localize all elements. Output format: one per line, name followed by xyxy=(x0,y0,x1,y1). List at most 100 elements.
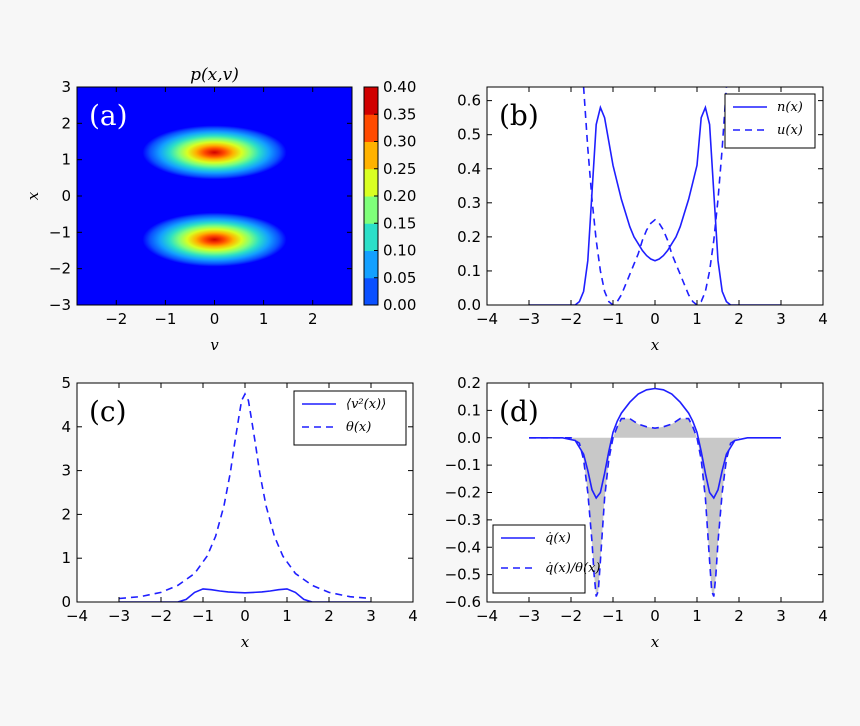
y-tick-label: −2 xyxy=(49,260,71,278)
panel-b: −4 −3 −2 −1 0 1 2 3 4 0.0 0.1 0.2 0.3 0.4 0.5 0.6 (b) x n(… xyxy=(457,86,828,354)
density-peak xyxy=(142,212,287,267)
colorbar-segment xyxy=(364,277,378,306)
series-line-1 xyxy=(529,387,781,500)
x-tick-label: 0 xyxy=(240,607,250,625)
y-tick-label: 0.0 xyxy=(457,429,481,447)
x-tick-label: 2 xyxy=(324,607,334,625)
panel-label: (b) xyxy=(499,99,539,132)
legend-box xyxy=(293,390,407,446)
x-tick-label: −3 xyxy=(518,607,540,625)
colorbar-segment xyxy=(364,168,378,197)
y-tick-label: 1 xyxy=(61,549,71,567)
x-tick-label: 0 xyxy=(650,607,660,625)
y-tick-label: 0 xyxy=(61,593,71,611)
x-tick-label: 4 xyxy=(408,607,418,625)
colorbar-segment xyxy=(364,250,378,279)
y-tick-label: 2 xyxy=(61,505,71,523)
y-tick-label: 3 xyxy=(61,462,71,480)
x-tick-label: −1 xyxy=(154,310,176,328)
x-tick-label: 1 xyxy=(259,310,269,328)
legend-box xyxy=(492,524,586,594)
y-tick-label: 0.2 xyxy=(457,374,481,392)
y-tick-label: 0.5 xyxy=(457,126,481,144)
y-tick-label: 0.1 xyxy=(457,401,481,419)
x-tick-label: 2 xyxy=(308,310,318,328)
panel-d: −4 −3 −2 −1 0 1 2 3 4 −0.6 −0.5 −0.4 −0.3 −0.2 −0.1 0.0… xyxy=(445,374,828,651)
x-tick-label: 4 xyxy=(818,607,828,625)
legend: ⟨v²(x)⟩ θ(x) xyxy=(293,390,407,446)
x-tick-label: −2 xyxy=(105,310,127,328)
panel-label: (c) xyxy=(89,395,127,428)
legend-label: n(x) xyxy=(777,100,803,115)
colorbar-tick-label: 0.30 xyxy=(383,133,416,151)
x-tick-label: −2 xyxy=(560,607,582,625)
colorbar-tick-label: 0.10 xyxy=(383,242,416,260)
y-tick-label: 0.6 xyxy=(457,92,481,110)
series-line-1 xyxy=(119,588,371,602)
plot-group xyxy=(529,87,781,305)
y-tick-label: 5 xyxy=(61,374,71,392)
y-tick-label: 4 xyxy=(61,418,71,436)
y-tick-label: 1 xyxy=(61,151,71,169)
x-tick-label: 4 xyxy=(818,310,828,328)
y-tick-label: −0.6 xyxy=(445,593,481,611)
series-line-1 xyxy=(529,104,781,305)
x-tick-label: −4 xyxy=(66,607,88,625)
y-tick-label: 0.3 xyxy=(457,194,481,212)
legend-label: θ(x) xyxy=(346,420,371,435)
x-tick-label: −1 xyxy=(602,310,624,328)
y-tick-label: −0.1 xyxy=(445,456,481,474)
x-tick-label: 3 xyxy=(366,607,376,625)
y-tick-label: 0.0 xyxy=(457,296,481,314)
y-tick-label: 2 xyxy=(61,114,71,132)
colorbar-tick-label: 0.20 xyxy=(383,187,416,205)
plot-group xyxy=(529,387,781,597)
colorbar-segment xyxy=(364,114,378,142)
x-tick-label: 0 xyxy=(210,310,220,328)
colorbar-segment xyxy=(364,87,378,115)
y-tick-label: 0 xyxy=(61,187,71,205)
x-tick-label: −3 xyxy=(518,310,540,328)
x-tick-label: 2 xyxy=(734,310,744,328)
colorbar-segment xyxy=(364,223,378,251)
x-tick-label: 3 xyxy=(776,607,786,625)
x-tick-label: 2 xyxy=(734,607,744,625)
legend-box xyxy=(724,93,816,149)
y-axis-label: x xyxy=(24,191,42,200)
y-tick-label: −0.5 xyxy=(445,566,481,584)
colorbar-tick-label: 0.35 xyxy=(383,105,416,123)
x-tick-label: −4 xyxy=(476,310,498,328)
legend-label: q̇(x)/θ(x) xyxy=(545,561,600,576)
density-peak xyxy=(142,125,287,180)
x-tick-label: 0 xyxy=(650,310,660,328)
legend: q̇(x) q̇(x)/θ(x) xyxy=(492,524,600,594)
series-line-2 xyxy=(118,392,372,600)
y-tick-label: −0.3 xyxy=(445,511,481,529)
panel-c: −4 −3 −2 −1 0 1 2 3 4 0 1 2 3 4 5 (c) x ⟨v²(x)⟩ θ(x) xyxy=(61,374,417,651)
x-axis-label: x xyxy=(651,633,660,651)
colorbar-tick-label: 0.05 xyxy=(383,269,416,287)
y-tick-label: −0.4 xyxy=(445,538,481,556)
colorbar-tick-label: 0.40 xyxy=(383,78,416,96)
y-tick-label: 3 xyxy=(61,78,71,96)
colorbar-tick-label: 0.25 xyxy=(383,160,416,178)
plot-group xyxy=(118,392,372,602)
x-tick-label: −3 xyxy=(108,607,130,625)
colorbar-segment xyxy=(364,141,378,170)
x-tick-label: −2 xyxy=(150,607,172,625)
x-tick-label: −4 xyxy=(476,607,498,625)
x-axis-label: v xyxy=(210,336,219,354)
legend-label: u(x) xyxy=(777,123,803,138)
legend-label: q̇(x) xyxy=(545,531,571,546)
y-tick-label: 0.1 xyxy=(457,262,481,280)
panel-label: (a) xyxy=(89,99,128,132)
heatmap-background xyxy=(77,87,352,305)
colorbar-tick-label: 0.00 xyxy=(383,296,416,314)
y-tick-label: −3 xyxy=(49,296,71,314)
legend-label: ⟨v²(x)⟩ xyxy=(346,397,386,412)
x-axis-label: x xyxy=(241,633,250,651)
x-tick-label: −2 xyxy=(560,310,582,328)
x-tick-label: 1 xyxy=(282,607,292,625)
y-tick-label: −1 xyxy=(49,223,71,241)
